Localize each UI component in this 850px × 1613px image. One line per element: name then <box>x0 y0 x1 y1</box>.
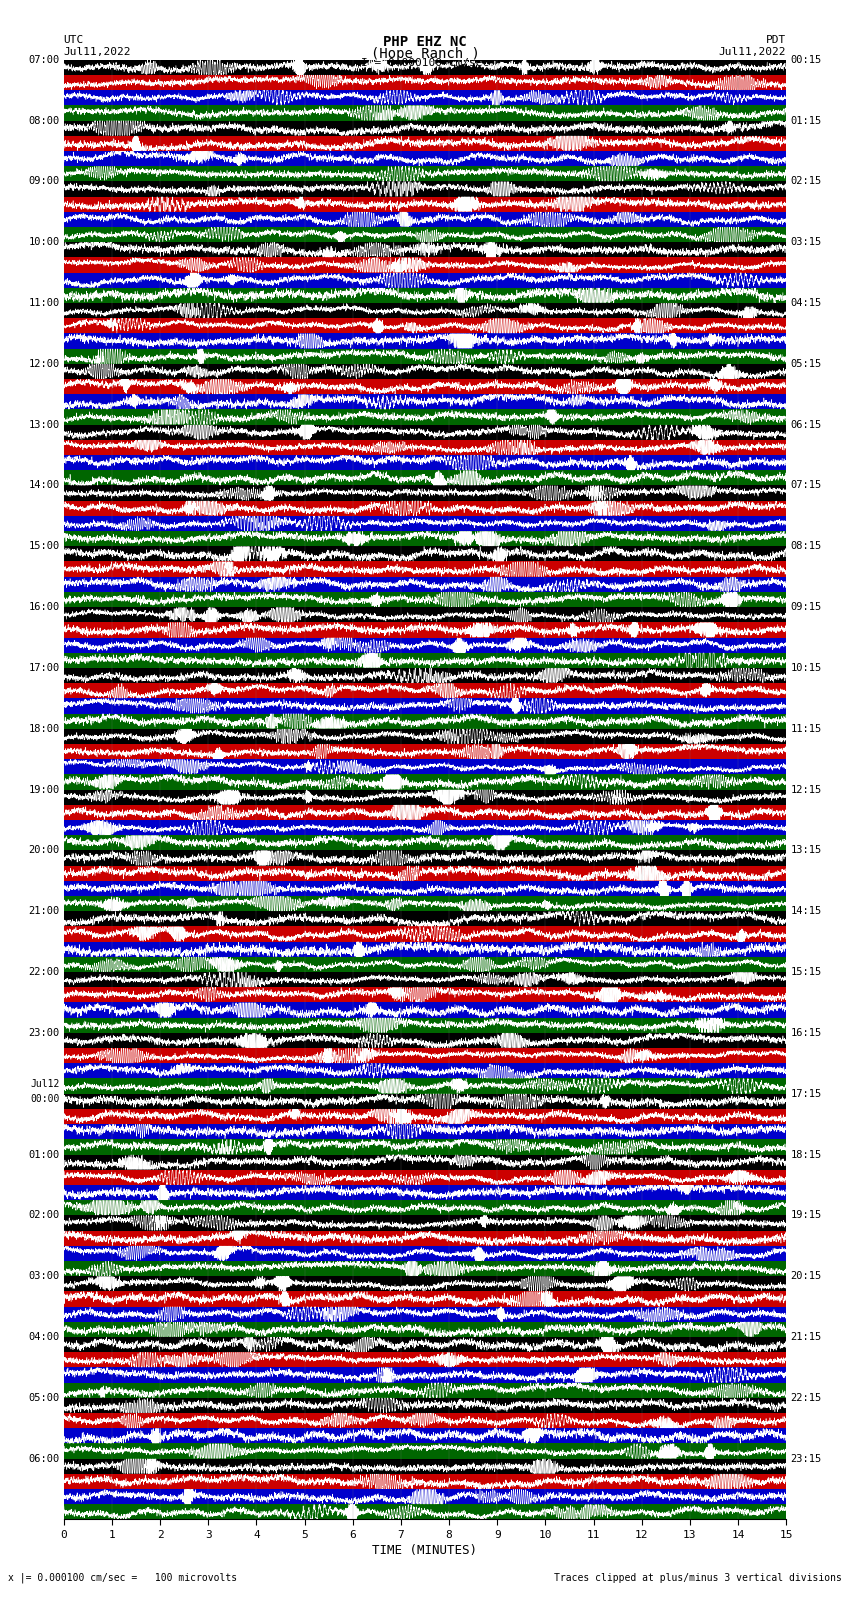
Text: 04:15: 04:15 <box>790 298 822 308</box>
Text: 07:00: 07:00 <box>28 55 60 65</box>
Text: 10:00: 10:00 <box>28 237 60 247</box>
Text: 07:15: 07:15 <box>790 481 822 490</box>
Text: 08:15: 08:15 <box>790 542 822 552</box>
Text: 20:00: 20:00 <box>28 845 60 855</box>
Text: 18:00: 18:00 <box>28 724 60 734</box>
Text: Jul11,2022: Jul11,2022 <box>64 47 131 56</box>
Text: 23:00: 23:00 <box>28 1027 60 1037</box>
Text: 21:15: 21:15 <box>790 1332 822 1342</box>
Text: 06:00: 06:00 <box>28 1453 60 1463</box>
Text: UTC: UTC <box>64 35 84 45</box>
Text: 15:00: 15:00 <box>28 542 60 552</box>
Text: 03:15: 03:15 <box>790 237 822 247</box>
Text: 01:00: 01:00 <box>28 1150 60 1160</box>
Text: 15:15: 15:15 <box>790 968 822 977</box>
Text: 11:00: 11:00 <box>28 298 60 308</box>
Text: 22:15: 22:15 <box>790 1392 822 1403</box>
Text: I = 0.000100 cm/sec: I = 0.000100 cm/sec <box>361 58 489 68</box>
Text: 09:15: 09:15 <box>790 602 822 611</box>
Text: 17:15: 17:15 <box>790 1089 822 1098</box>
Text: 00:00: 00:00 <box>30 1094 60 1103</box>
Text: Traces clipped at plus/minus 3 vertical divisions: Traces clipped at plus/minus 3 vertical … <box>553 1573 842 1582</box>
Text: 14:15: 14:15 <box>790 907 822 916</box>
Text: PDT: PDT <box>766 35 786 45</box>
Text: Jul12: Jul12 <box>30 1079 60 1089</box>
Text: 20:15: 20:15 <box>790 1271 822 1281</box>
Text: 00:15: 00:15 <box>790 55 822 65</box>
Text: 05:15: 05:15 <box>790 358 822 369</box>
Text: 17:00: 17:00 <box>28 663 60 673</box>
Text: (Hope Ranch ): (Hope Ranch ) <box>371 47 479 61</box>
Text: 11:15: 11:15 <box>790 724 822 734</box>
Text: 10:15: 10:15 <box>790 663 822 673</box>
Text: 06:15: 06:15 <box>790 419 822 429</box>
Text: 16:00: 16:00 <box>28 602 60 611</box>
Text: 01:15: 01:15 <box>790 116 822 126</box>
Text: 05:00: 05:00 <box>28 1392 60 1403</box>
Text: 13:15: 13:15 <box>790 845 822 855</box>
Text: 02:00: 02:00 <box>28 1210 60 1221</box>
Text: 02:15: 02:15 <box>790 176 822 187</box>
Text: 03:00: 03:00 <box>28 1271 60 1281</box>
Text: 23:15: 23:15 <box>790 1453 822 1463</box>
Text: 14:00: 14:00 <box>28 481 60 490</box>
Text: 12:00: 12:00 <box>28 358 60 369</box>
Text: 09:00: 09:00 <box>28 176 60 187</box>
Text: 21:00: 21:00 <box>28 907 60 916</box>
Text: 08:00: 08:00 <box>28 116 60 126</box>
X-axis label: TIME (MINUTES): TIME (MINUTES) <box>372 1544 478 1557</box>
Text: 16:15: 16:15 <box>790 1027 822 1037</box>
Text: 18:15: 18:15 <box>790 1150 822 1160</box>
Text: 22:00: 22:00 <box>28 968 60 977</box>
Text: Jul11,2022: Jul11,2022 <box>719 47 786 56</box>
Text: 19:00: 19:00 <box>28 784 60 795</box>
Text: 19:15: 19:15 <box>790 1210 822 1221</box>
Text: PHP EHZ NC: PHP EHZ NC <box>383 35 467 50</box>
Text: x |= 0.000100 cm/sec =   100 microvolts: x |= 0.000100 cm/sec = 100 microvolts <box>8 1573 238 1584</box>
Text: 13:00: 13:00 <box>28 419 60 429</box>
Text: 12:15: 12:15 <box>790 784 822 795</box>
Text: 04:00: 04:00 <box>28 1332 60 1342</box>
